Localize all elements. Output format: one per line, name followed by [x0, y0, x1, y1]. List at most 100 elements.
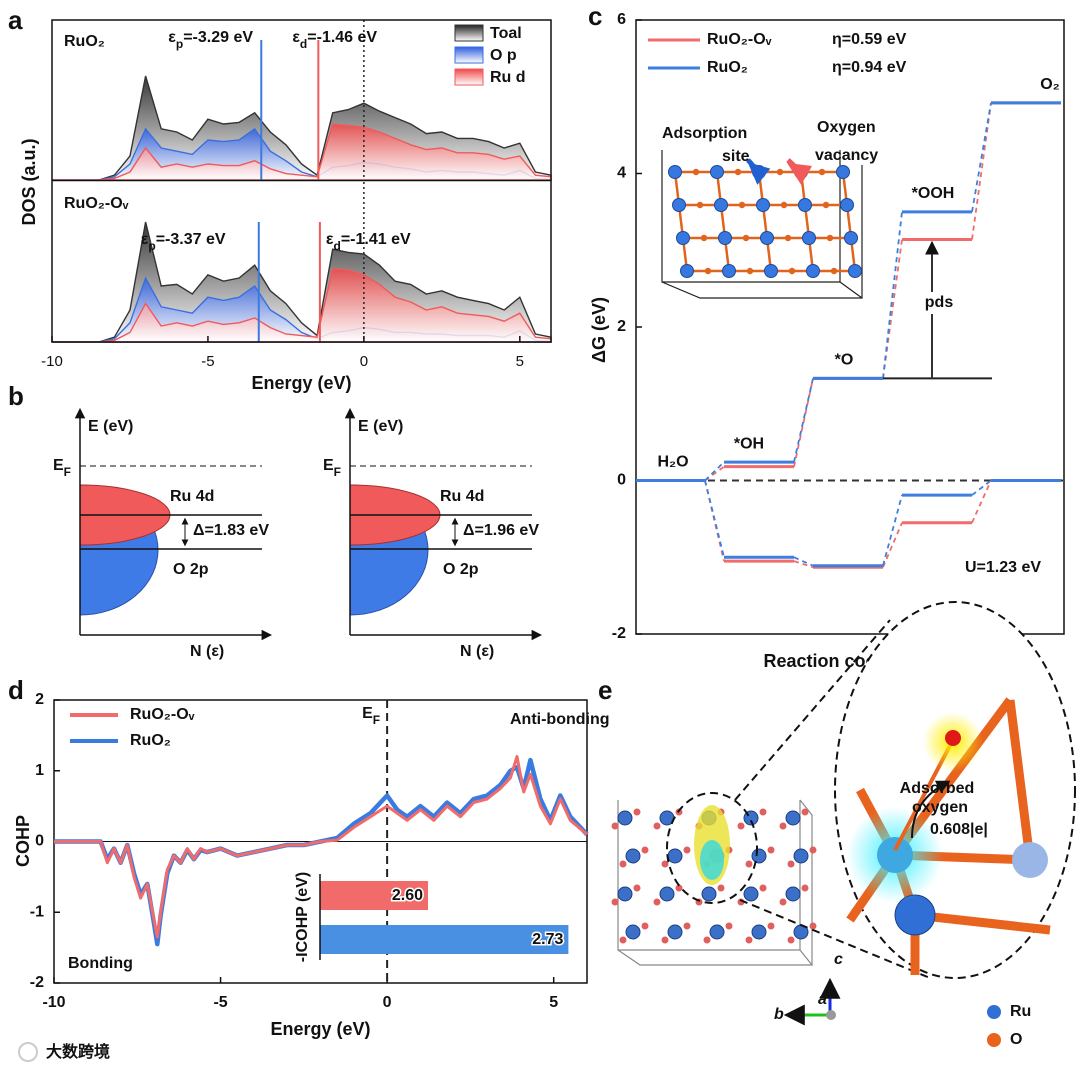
- x-tick-label: -10: [41, 353, 63, 370]
- atom-ru: [785, 810, 801, 826]
- atom-ru: [625, 848, 641, 864]
- atom-o: [619, 936, 627, 944]
- atom-o: [788, 267, 796, 275]
- atom-o: [641, 922, 649, 930]
- inset-label: Adsorption: [662, 125, 747, 142]
- connector: [882, 522, 903, 568]
- band-label: O 2p: [173, 561, 209, 578]
- atom-ru: [756, 198, 770, 212]
- atom-o: [759, 884, 767, 892]
- band-center-label: εp=-3.37 eV: [141, 231, 226, 253]
- atom-ru: [617, 886, 633, 902]
- atom-o: [767, 922, 775, 930]
- atom-ru: [714, 198, 728, 212]
- band-label: O 2p: [443, 561, 479, 578]
- atom-ru: [751, 848, 767, 864]
- label-part: F: [373, 713, 380, 727]
- dos-area: [52, 123, 552, 181]
- inset-label: Oxygen: [817, 119, 876, 136]
- arrow-site: [746, 158, 771, 185]
- legend-swatch: [987, 1005, 1001, 1019]
- label-part: d: [300, 37, 307, 51]
- y-tick-label: -1: [30, 903, 44, 920]
- gap-label: Δ=1.96 eV: [463, 522, 539, 539]
- atom-ru: [718, 231, 732, 245]
- atom-o: [776, 168, 784, 176]
- zoom-line: [734, 619, 891, 801]
- atom-ru: [844, 231, 858, 245]
- watermark-icon: [18, 1042, 38, 1062]
- band-label: Ru 4d: [440, 488, 484, 505]
- fermi-label: EF: [53, 457, 71, 479]
- atom-ru: [676, 231, 690, 245]
- atom-ru: [668, 165, 682, 179]
- axis-label: N (ε): [460, 643, 494, 660]
- atom-o: [703, 936, 711, 944]
- atom-ru: [701, 886, 717, 902]
- atom-o: [822, 201, 830, 209]
- atom-o: [633, 884, 641, 892]
- atom-o: [801, 808, 809, 816]
- connector: [882, 211, 903, 379]
- legend-swatch: [454, 46, 484, 64]
- atom-o: [653, 898, 661, 906]
- atom-o: [633, 808, 641, 816]
- atom-o: [683, 922, 691, 930]
- band-label: Ru 4d: [170, 488, 214, 505]
- atom-o: [779, 898, 787, 906]
- y-tick-label: 4: [617, 165, 626, 182]
- fermi-label: EF: [323, 457, 341, 479]
- band-center-label: εd=-1.46 eV: [292, 29, 377, 51]
- cohp-line: [54, 755, 588, 939]
- label-part: p: [176, 37, 183, 51]
- x-axis-label: Energy (eV): [270, 1019, 370, 1039]
- atom-o: [746, 267, 754, 275]
- label-part: =-1.41 eV: [341, 231, 411, 248]
- inset-label: site: [722, 148, 750, 165]
- subplot-label: RuO₂-Oᵥ: [64, 195, 129, 212]
- label-part: d: [333, 239, 340, 253]
- atom-o: [700, 234, 708, 242]
- atom-ru: [667, 924, 683, 940]
- label-part: Adsorption: [662, 125, 747, 142]
- charge-label: 0.608|e|: [930, 821, 988, 838]
- atom-ru: [836, 165, 850, 179]
- zoom-line: [739, 899, 931, 979]
- legend-label: Toal: [490, 25, 522, 42]
- connector: [882, 494, 903, 566]
- legend-label: RuO₂-Oᵥ: [130, 706, 195, 723]
- bond: [1005, 699, 1035, 861]
- legend-label: RuO₂-Oᵥ: [707, 31, 772, 48]
- atom-o: [725, 922, 733, 930]
- atom-ru: [840, 198, 854, 212]
- arrow-vacancy: [786, 158, 813, 185]
- label-part: E: [362, 705, 373, 722]
- atom-o: [696, 201, 704, 209]
- atom-ru: [709, 924, 725, 940]
- dos-area: [52, 267, 552, 343]
- atom-o: [818, 168, 826, 176]
- pds-label: pds: [925, 294, 954, 311]
- y-tick-label: 0: [617, 472, 626, 489]
- transfer-arrow: [911, 780, 951, 839]
- connector: [704, 461, 725, 482]
- zoom-small: [666, 792, 758, 904]
- label-part: ε: [326, 231, 334, 248]
- label-part: ε: [141, 231, 149, 248]
- atom-ru: [793, 848, 809, 864]
- atom-o: [737, 822, 745, 830]
- atom-ru: [751, 924, 767, 940]
- watermark: 大数跨境: [46, 1042, 110, 1061]
- atom-o: [809, 922, 817, 930]
- atom-ru: [802, 231, 816, 245]
- cell-box: [617, 799, 814, 966]
- inset-label: vacancy: [815, 147, 878, 164]
- connector: [971, 102, 992, 213]
- charge-density: [700, 840, 724, 880]
- connector: [971, 480, 992, 524]
- atom-ru: [659, 886, 675, 902]
- x-tick-label: 0: [360, 353, 368, 370]
- connector: [971, 479, 992, 496]
